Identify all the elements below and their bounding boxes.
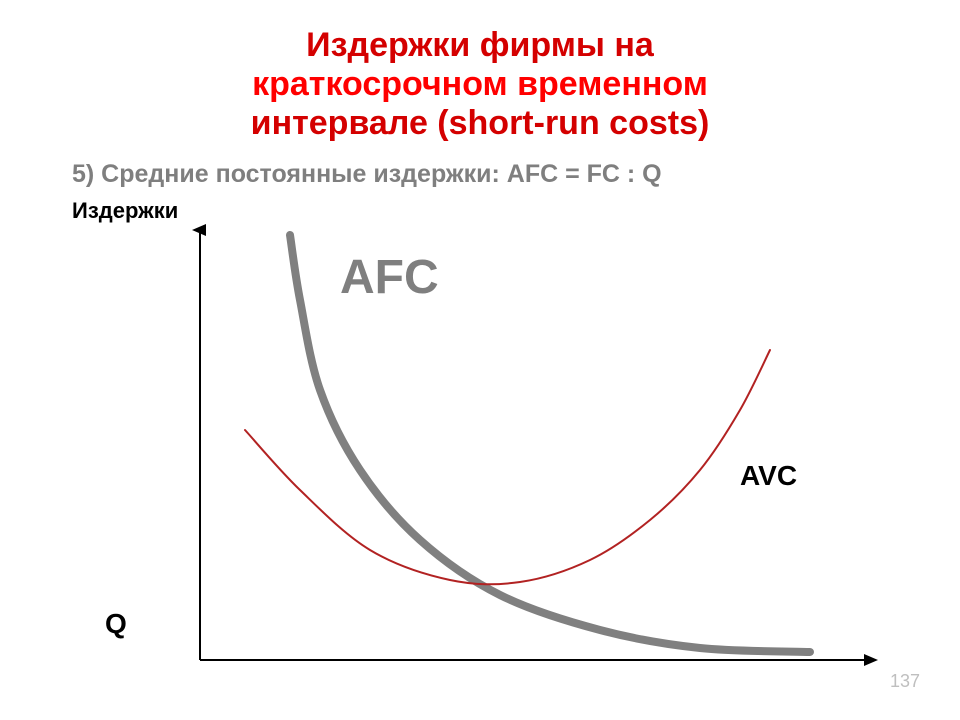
- x-axis-label: Q: [105, 608, 127, 640]
- afc-label: AFC: [340, 250, 439, 305]
- avc-curve: [245, 350, 770, 584]
- slide-root: Издержки фирмы на краткосрочном временно…: [0, 0, 960, 720]
- slide-number: 137: [890, 671, 920, 692]
- y-axis-label: Издержки: [72, 198, 178, 224]
- cost-chart: [0, 0, 960, 720]
- avc-label: AVC: [740, 460, 797, 492]
